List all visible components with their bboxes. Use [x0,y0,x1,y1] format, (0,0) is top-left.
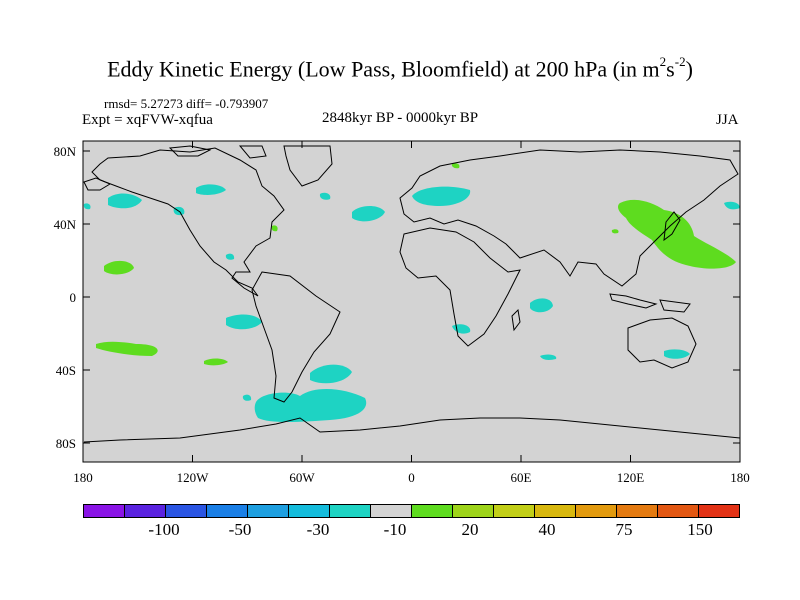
colorbar-segment [84,505,125,517]
positive-anomaly-patch [451,163,460,169]
colorbar-segment [658,505,699,517]
colorbar-segment [248,505,289,517]
eurasia-coastline [399,149,739,287]
negative-anomaly-patch [530,298,553,313]
positive-anomaly-patch [611,229,619,234]
japan-coastline [663,211,681,242]
x-tick-label: 60E [511,470,532,485]
negative-anomaly-patch [540,354,557,360]
africa-coastline [399,227,521,347]
colorbar-label: -50 [228,520,252,539]
colorbar-segment [289,505,330,517]
antarctica-coastline [83,417,741,443]
y-tick-label: 80N [54,144,77,159]
x-axis [82,141,741,462]
x-tick-label: 180 [730,470,750,485]
experiment-label: Expt = xqFVW-xqfua [82,112,213,128]
x-tick-label: 60W [289,470,315,485]
negative-anomaly-patch [226,314,262,330]
negative-anomaly-patch [225,253,235,260]
north-america-coastline [91,147,285,297]
australia-coastline [627,317,697,369]
indonesia-coastline [609,293,691,313]
positive-anomaly-patch [204,358,228,366]
y-tick-label: 40S [56,363,76,378]
colorbar-segment [166,505,207,517]
colorbar-segment [576,505,617,517]
y-tick-label: 80S [56,436,76,451]
y-tick-label: 0 [70,290,77,305]
x-tick-label: 0 [408,470,415,485]
colorbar-segment [453,505,494,517]
positive-anomaly-patch [96,341,158,356]
negative-anomaly-patch [724,201,740,210]
colorbar-segment [617,505,658,517]
madagascar-coastline [511,308,521,332]
colorbar-label: -30 [306,520,330,539]
map-field [83,141,740,462]
colorbar-label: 75 [615,520,633,539]
colorbar-segment [125,505,166,517]
arctic-islands-coastline [168,145,267,159]
y-axis-labels: 80N 40N 0 40S 80S [54,144,77,451]
negative-anomaly-patch [310,364,352,384]
negative-anomaly-patch [254,389,367,422]
colorbar [83,504,740,518]
season-label: JJA [716,112,739,128]
negative-anomaly-patch [242,394,252,401]
stats-text: rmsd= 5.27273 diff= -0.793907 [104,96,269,111]
y-tick-label: 40N [54,217,77,232]
positive-anomaly-patch [618,199,736,269]
plot-title: Eddy Kinetic Energy (Low Pass, Bloomfiel… [107,54,693,82]
colorbar-segment [371,505,412,517]
colorbar-label: 20 [461,520,479,539]
negative-anomaly-patch [664,349,690,359]
colorbar-segment [494,505,535,517]
alaska-coastline [83,177,112,191]
south-america-coastline [251,271,341,403]
colorbar-segment [699,505,739,517]
colorbar-label: -10 [383,520,407,539]
anomaly-fills [83,163,740,422]
colorbar-segment [330,505,371,517]
x-tick-label: 120W [177,470,210,485]
positive-anomaly-patch [271,225,278,232]
negative-anomaly-patch [319,192,331,200]
negative-anomaly-patch [412,186,471,206]
colorbar-label: 150 [687,520,713,539]
colorbar-label: -100 [148,520,180,539]
y-axis [83,150,740,444]
colorbar-segment [535,505,576,517]
negative-anomaly-patch [352,206,385,222]
x-tick-label: 120E [617,470,645,485]
x-tick-label: 180 [73,470,93,485]
negative-anomaly-patch [108,193,142,209]
colorbar-segment [207,505,248,517]
period-label: 2848kyr BP - 0000kyr BP [322,110,479,126]
colorbar-label: 40 [538,520,556,539]
coastlines [83,145,741,443]
negative-anomaly-patch [83,203,91,210]
greenland-coastline [283,145,333,187]
x-axis-labels: 180 120W 60W 0 60E 120E 180 [73,470,750,485]
colorbar-segment [412,505,453,517]
negative-anomaly-patch [196,184,226,195]
positive-anomaly-patch [104,260,134,275]
